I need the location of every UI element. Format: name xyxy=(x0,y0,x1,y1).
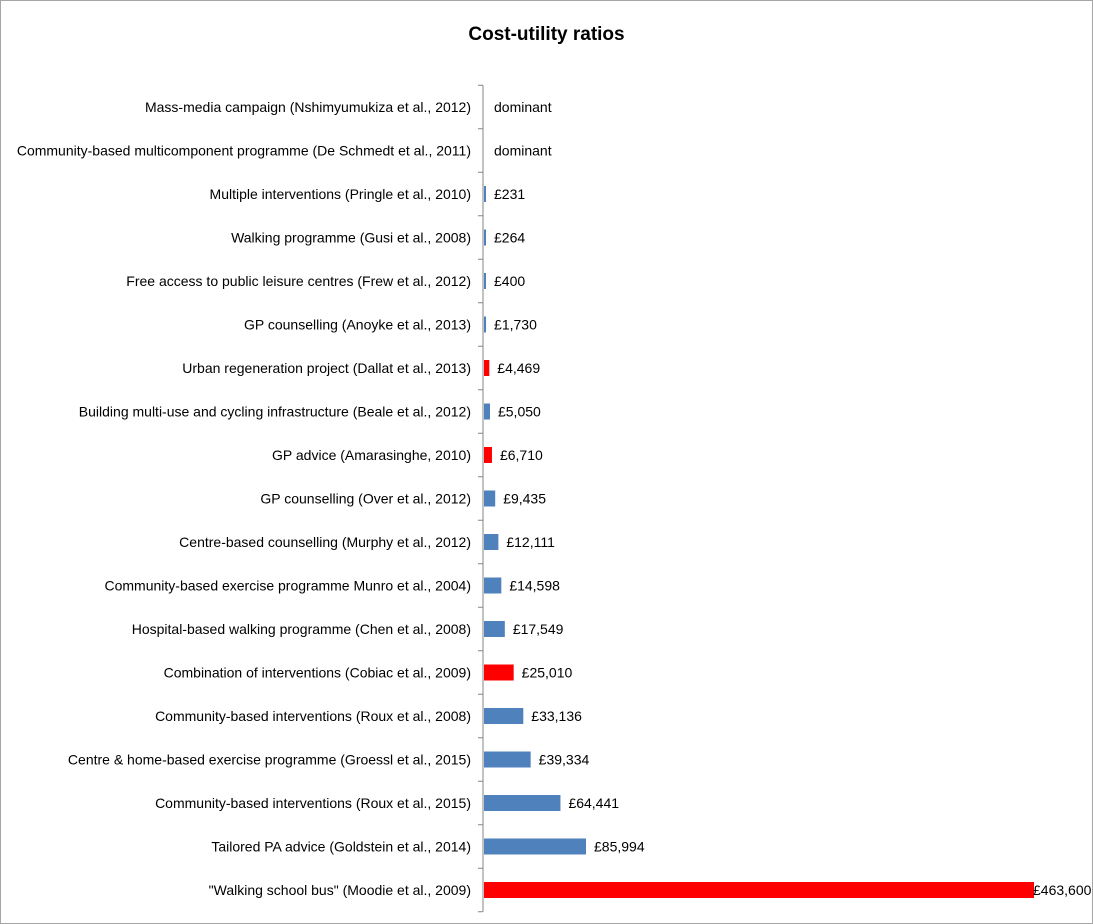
data-label: £39,334 xyxy=(539,752,590,768)
bar xyxy=(484,751,531,768)
bar xyxy=(484,882,1034,898)
bar xyxy=(484,229,486,246)
bar xyxy=(484,316,487,333)
bar xyxy=(484,490,496,507)
bars xyxy=(484,186,1034,898)
data-label: dominant xyxy=(494,99,552,115)
bar xyxy=(484,838,587,855)
data-label: dominant xyxy=(494,143,552,159)
bar xyxy=(484,186,486,202)
data-label: £463,600 xyxy=(1033,882,1092,898)
category-label: GP advice (Amarasinghe, 2010) xyxy=(272,447,471,463)
bar xyxy=(484,577,502,594)
category-label: Centre-based counselling (Murphy et al.,… xyxy=(179,534,471,550)
bar xyxy=(484,621,505,637)
category-label: GP counselling (Over et al., 2012) xyxy=(260,491,471,507)
data-label: £85,994 xyxy=(594,839,645,855)
bar xyxy=(484,273,486,289)
bar xyxy=(484,447,492,463)
category-label: "Walking school bus" (Moodie et al., 200… xyxy=(209,882,471,898)
category-label: GP counselling (Anoyke et al., 2013) xyxy=(244,317,471,333)
data-label: £33,136 xyxy=(531,708,582,724)
category-label: Building multi-use and cycling infrastru… xyxy=(79,404,471,420)
category-label: Hospital-based walking programme (Chen e… xyxy=(132,621,471,637)
category-label: Combination of interventions (Cobiac et … xyxy=(164,665,471,681)
data-label: £12,111 xyxy=(506,534,555,550)
data-label: £5,050 xyxy=(498,404,541,420)
data-label: £400 xyxy=(494,273,525,289)
labels: Mass-media campaign (Nshimyumukiza et al… xyxy=(17,99,1092,898)
data-label: £14,598 xyxy=(509,578,560,594)
bar xyxy=(484,403,490,420)
category-label: Tailored PA advice (Goldstein et al., 20… xyxy=(211,839,471,855)
chart-title: Cost-utility ratios xyxy=(468,24,625,45)
data-label: £9,435 xyxy=(503,491,546,507)
data-label: £6,710 xyxy=(500,447,543,463)
category-label: Community-based interventions (Roux et a… xyxy=(155,795,471,811)
data-label: £231 xyxy=(494,186,525,202)
category-label: Centre & home-based exercise programme (… xyxy=(68,752,471,768)
category-label: Multiple interventions (Pringle et al., … xyxy=(210,186,471,202)
bar xyxy=(484,795,561,811)
bar xyxy=(484,708,524,724)
category-label: Community-based interventions (Roux et a… xyxy=(155,708,471,724)
y-axis xyxy=(478,84,484,913)
data-label: £264 xyxy=(494,230,525,246)
bar xyxy=(484,360,490,376)
data-label: £25,010 xyxy=(522,665,573,681)
data-label: £17,549 xyxy=(513,621,564,637)
data-label: £64,441 xyxy=(568,795,619,811)
data-label: £4,469 xyxy=(497,360,540,376)
category-label: Urban regeneration project (Dallat et al… xyxy=(182,360,471,376)
data-label: £1,730 xyxy=(494,317,537,333)
bar xyxy=(484,534,499,550)
category-label: Walking programme (Gusi et al., 2008) xyxy=(231,230,471,246)
category-label: Community-based exercise programme Munro… xyxy=(105,578,472,594)
category-label: Community-based multicomponent programme… xyxy=(17,143,471,159)
category-label: Mass-media campaign (Nshimyumukiza et al… xyxy=(145,99,471,115)
bar xyxy=(484,664,514,681)
category-label: Free access to public leisure centres (F… xyxy=(126,273,471,289)
